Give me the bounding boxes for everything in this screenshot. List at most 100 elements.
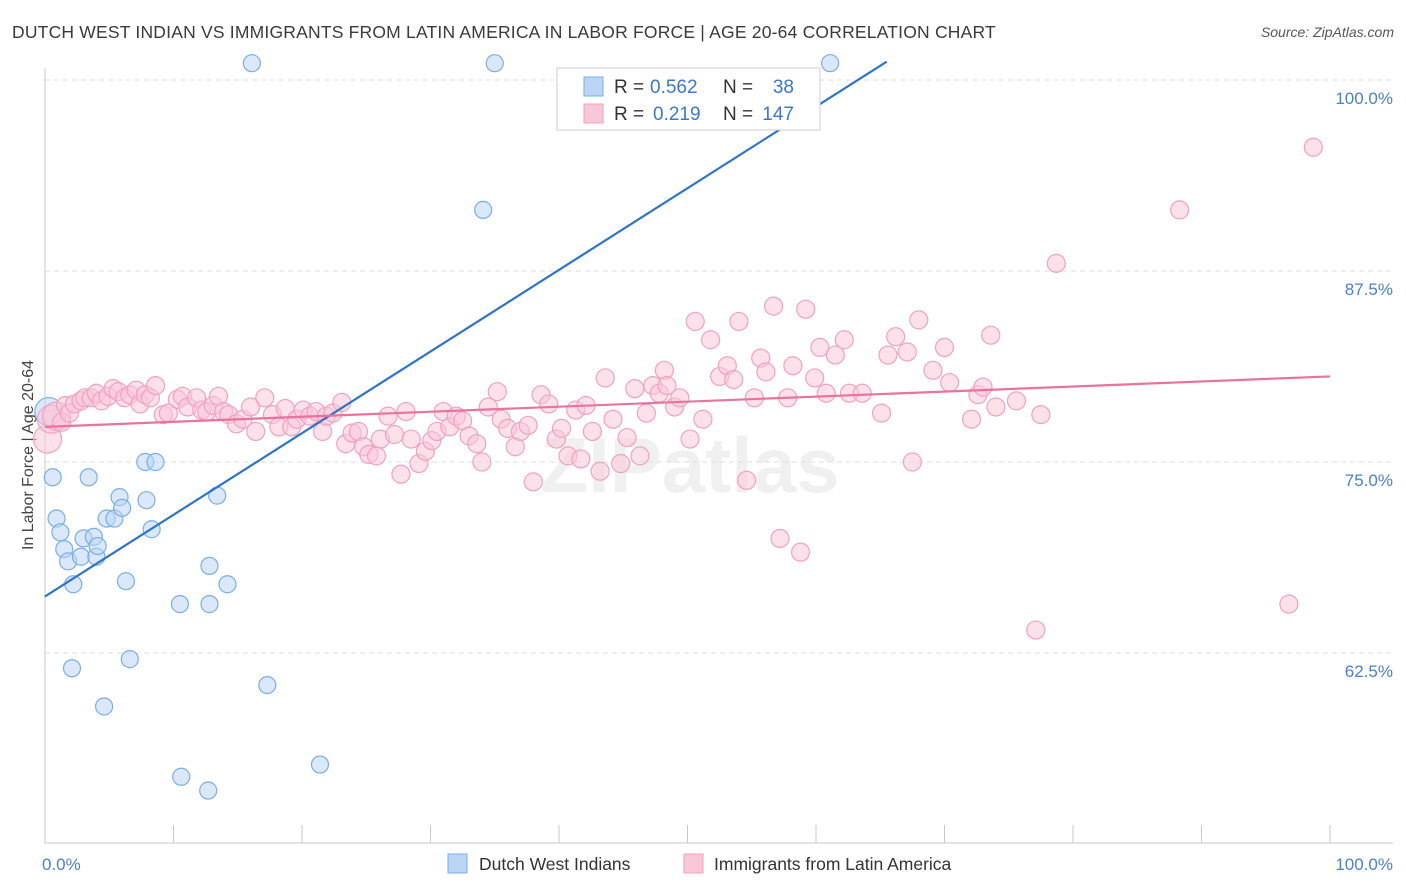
bottom-legend-label-pink: Immigrants from Latin America	[714, 854, 952, 874]
legend-n-label-1: N =	[723, 77, 753, 98]
point-immigrants-latin-america	[670, 388, 690, 408]
point-dutch-west-indians	[170, 595, 190, 614]
bottom-legend-label-blue: Dutch West Indians	[479, 854, 631, 874]
point-immigrants-latin-america	[378, 406, 398, 426]
point-immigrants-latin-america	[625, 379, 645, 399]
point-immigrants-latin-america	[630, 446, 650, 466]
point-dutch-west-indians	[199, 781, 218, 800]
point-dutch-west-indians	[310, 755, 330, 774]
legend-r-label-2: R =	[614, 104, 644, 125]
point-immigrants-latin-america	[472, 452, 492, 472]
x-tick-label-max: 100.0%	[1335, 855, 1393, 874]
y-tick-label: 100.0%	[1335, 89, 1393, 108]
point-immigrants-latin-america	[934, 337, 955, 357]
point-immigrants-latin-america	[763, 296, 784, 316]
trend-line-immigrants-latin-america	[44, 375, 1331, 428]
point-immigrants-latin-america	[724, 369, 744, 390]
point-immigrants-latin-america	[603, 409, 623, 429]
point-immigrants-latin-america	[878, 345, 898, 365]
point-immigrants-latin-america	[617, 427, 637, 448]
stats-legend: R = 0.562 N = 38 R = 0.219 N = 147	[556, 67, 821, 131]
point-immigrants-latin-america	[805, 368, 825, 388]
legend-r-value-1: 0.562	[650, 77, 698, 98]
point-immigrants-latin-america	[571, 449, 591, 469]
point-dutch-west-indians	[62, 659, 82, 678]
point-dutch-west-indians	[242, 54, 261, 73]
x-ticks	[44, 825, 1331, 843]
legend-n-label-2: N =	[723, 104, 753, 125]
point-dutch-west-indians	[146, 452, 165, 472]
point-immigrants-latin-america	[981, 325, 1001, 345]
y-tick-label: 75.0%	[1345, 471, 1393, 490]
point-dutch-west-indians	[172, 767, 191, 786]
point-immigrants-latin-america	[595, 368, 615, 388]
legend-r-label-1: R =	[614, 77, 644, 98]
point-immigrants-latin-america	[539, 394, 559, 414]
point-immigrants-latin-america	[1046, 253, 1066, 273]
legend-r-value-2: 0.219	[653, 104, 701, 125]
point-immigrants-latin-america	[1279, 594, 1299, 614]
point-immigrants-latin-america	[685, 311, 705, 332]
point-immigrants-latin-america	[825, 345, 845, 365]
series-legend: Dutch West Indians Immigrants from Latin…	[447, 853, 952, 874]
source-credit: Source: ZipAtlas.com	[1260, 24, 1394, 40]
chart-title: DUTCH WEST INDIAN VS IMMIGRANTS FROM LAT…	[12, 22, 996, 42]
point-immigrants-latin-america	[986, 397, 1006, 417]
point-immigrants-latin-america	[551, 418, 572, 438]
point-immigrants-latin-america	[1026, 620, 1046, 640]
point-immigrants-latin-america	[701, 330, 721, 350]
point-immigrants-latin-america	[909, 310, 929, 330]
point-immigrants-latin-america	[790, 542, 811, 562]
point-dutch-west-indians	[200, 556, 219, 576]
point-dutch-west-indians	[218, 575, 237, 594]
point-dutch-west-indians	[474, 200, 493, 219]
point-immigrants-latin-america	[1170, 200, 1190, 220]
y-tick-label: 62.5%	[1345, 662, 1393, 681]
point-immigrants-latin-america	[940, 372, 960, 393]
point-immigrants-latin-america	[518, 415, 538, 435]
point-immigrants-latin-america	[487, 382, 507, 402]
point-immigrants-latin-america	[973, 377, 993, 397]
point-immigrants-latin-america	[680, 429, 700, 449]
point-dutch-west-indians	[95, 697, 114, 716]
point-immigrants-latin-america	[636, 403, 656, 423]
point-dutch-west-indians	[120, 650, 139, 669]
point-immigrants-latin-america	[796, 299, 816, 319]
point-immigrants-latin-america	[145, 376, 166, 396]
series-immigrants-latin-america	[32, 137, 1323, 640]
point-immigrants-latin-america	[1303, 137, 1323, 157]
point-immigrants-latin-america	[871, 403, 892, 423]
point-immigrants-latin-america	[241, 397, 261, 417]
point-dutch-west-indians	[200, 595, 219, 614]
point-dutch-west-indians	[51, 523, 70, 542]
point-dutch-west-indians	[88, 536, 107, 556]
y-axis-label: In Labor Force | Age 20-64	[20, 360, 37, 550]
bottom-legend-swatch-pink	[683, 853, 704, 874]
point-dutch-west-indians	[112, 498, 132, 517]
point-dutch-west-indians	[71, 547, 91, 566]
x-tick-label-min: 0.0%	[42, 855, 81, 874]
point-immigrants-latin-america	[886, 327, 906, 347]
point-immigrants-latin-america	[897, 342, 917, 362]
point-immigrants-latin-america	[810, 337, 830, 357]
point-immigrants-latin-america	[783, 356, 803, 376]
point-immigrants-latin-america	[961, 409, 982, 429]
trend-line-dutch-west-indians	[44, 60, 888, 598]
point-dutch-west-indians	[485, 54, 504, 73]
point-immigrants-latin-america	[391, 464, 411, 484]
point-immigrants-latin-america	[693, 409, 713, 429]
legend-n-value-2: 147	[762, 104, 794, 125]
point-dutch-west-indians	[258, 675, 277, 695]
point-dutch-west-indians	[116, 572, 136, 591]
y-tick-labels: 100.0% 87.5% 75.0% 62.5%	[1335, 89, 1393, 681]
point-dutch-west-indians	[821, 54, 840, 73]
point-immigrants-latin-america	[923, 360, 943, 380]
bottom-legend-swatch-blue	[447, 853, 468, 874]
point-immigrants-latin-america	[902, 452, 922, 472]
point-immigrants-latin-america	[1031, 405, 1051, 425]
point-immigrants-latin-america	[366, 446, 387, 466]
point-immigrants-latin-america	[467, 434, 487, 454]
axes	[44, 68, 1393, 844]
point-immigrants-latin-america	[590, 461, 610, 481]
